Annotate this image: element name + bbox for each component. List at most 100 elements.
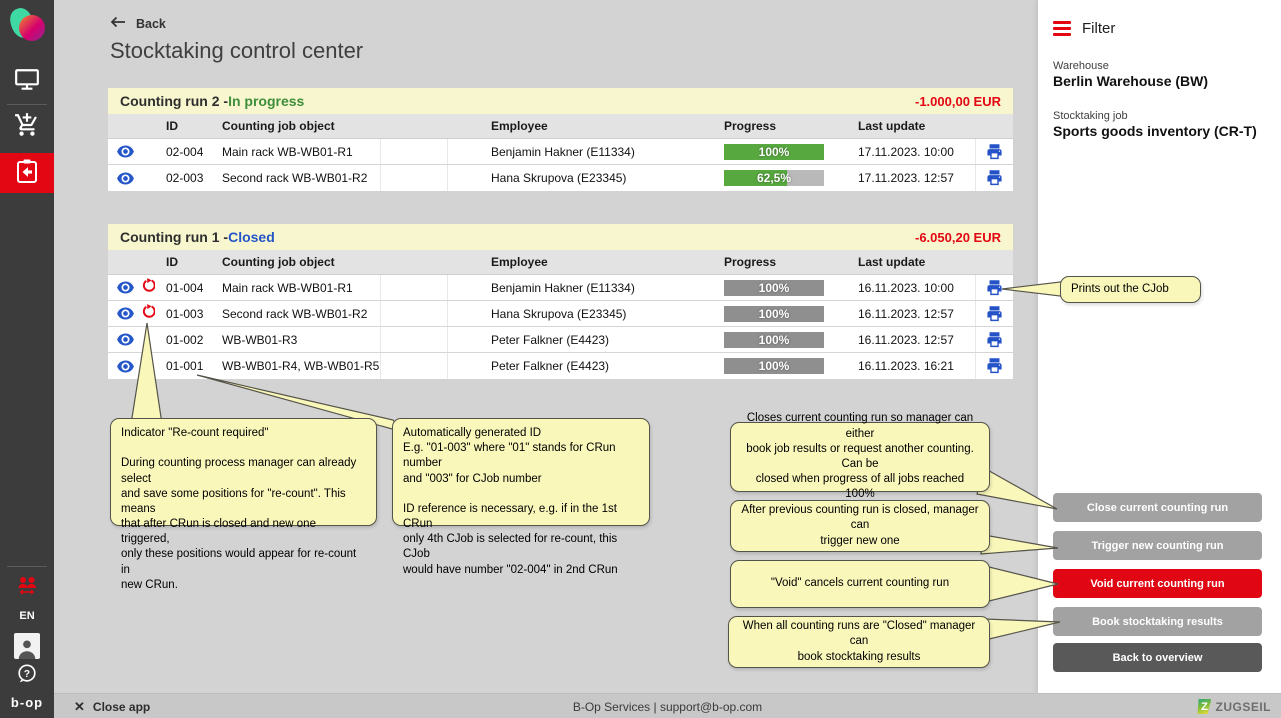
filter-title: Filter <box>1082 20 1116 37</box>
col-employee: Employee <box>491 255 548 269</box>
clipboard-back-icon <box>15 158 39 189</box>
back-to-overview-button[interactable]: Back to overview <box>1053 643 1262 672</box>
view-icon[interactable] <box>117 171 134 185</box>
view-icon[interactable] <box>117 333 134 346</box>
view-icon[interactable] <box>117 307 134 320</box>
back-arrow-icon <box>110 16 126 31</box>
left-sidebar: EN ? b-op <box>0 0 54 718</box>
close-icon: ✕ <box>74 698 85 714</box>
sidebar-item-users[interactable] <box>0 573 54 603</box>
run-1-column-headers: ID Counting job object Employee Progress… <box>108 250 1013 275</box>
cell-id: 01-002 <box>166 332 204 347</box>
run-2-column-headers: ID Counting job object Employee Progress… <box>108 114 1013 139</box>
cell-object: WB-WB01-R3 <box>216 327 381 352</box>
note-close-run: Closes current counting run so manager c… <box>730 412 990 500</box>
sidebar-item-help[interactable]: ? <box>0 663 54 689</box>
note-recount: Indicator "Re-count required" During cou… <box>110 418 377 591</box>
progress-bar: 100% <box>724 143 824 160</box>
note-print: Prints out the CJob <box>1060 276 1201 303</box>
sidebar-divider <box>7 104 47 105</box>
sidebar-item-monitor[interactable] <box>0 60 54 104</box>
app-logo[interactable] <box>0 0 54 54</box>
sidebar-item-stocktaking-active[interactable] <box>0 153 54 193</box>
col-id: ID <box>166 119 178 133</box>
logo-circle-shape <box>19 15 45 41</box>
trigger-counting-run-button[interactable]: Trigger new counting run <box>1053 531 1262 560</box>
sidebar-item-add-cart[interactable] <box>0 105 54 149</box>
progress-bar: 62,5% <box>724 170 824 186</box>
progress-bar: 100% <box>724 331 824 348</box>
language-switch[interactable]: EN <box>19 610 35 622</box>
cell-employee: Benjamin Hakner (E11334) <box>491 280 635 295</box>
filter-menu-button[interactable]: Filter <box>1053 20 1115 37</box>
footer-bar: ✕ Close app B-Op Services | support@b-op… <box>54 693 1281 718</box>
progress-bar: 100% <box>724 279 824 296</box>
print-icon[interactable] <box>986 331 1003 348</box>
cell-last-update: 17.11.2023. 10:00 <box>856 139 976 164</box>
zugseil-logo-icon: Z <box>1197 699 1212 714</box>
stocktaking-job-label: Stocktaking job <box>1053 110 1128 122</box>
note-auto-id: Automatically generated ID E.g. "01-003"… <box>392 418 650 576</box>
col-progress: Progress <box>724 255 777 269</box>
run-2-title: Counting run 2 - <box>120 93 229 109</box>
cell-object: Second rack WB-WB01-R2 <box>216 301 381 326</box>
hamburger-icon <box>1053 21 1071 36</box>
zugseil-logo-text: ZUGSEIL <box>1215 699 1271 714</box>
cell-id: 01-001 <box>166 359 204 373</box>
cell-object: Second rack WB-WB01-R2 <box>216 165 381 191</box>
close-counting-run-button[interactable]: Close current counting run <box>1053 493 1262 522</box>
cell-employee: Peter Falkner (E4423) <box>491 359 610 373</box>
cell-last-update: 16.11.2023. 12:57 <box>856 327 976 352</box>
sidebar-divider-bottom <box>7 566 47 567</box>
svg-text:?: ? <box>24 668 30 679</box>
print-icon[interactable] <box>986 358 1003 374</box>
run-2-amount: -1.000,00 EUR <box>915 93 1001 109</box>
close-app-button[interactable]: ✕ Close app <box>74 694 150 718</box>
counting-run-2-table: Counting run 2 - In progress -1.000,00 E… <box>108 88 1013 191</box>
warehouse-label: Warehouse <box>1053 60 1109 72</box>
run-1-title: Counting run 1 - <box>120 229 229 245</box>
book-results-button[interactable]: Book stocktaking results <box>1053 607 1262 636</box>
add-shopping-cart-icon <box>14 112 40 143</box>
avatar[interactable] <box>14 633 40 659</box>
back-label: Back <box>136 16 166 31</box>
col-last-update: Last update <box>858 255 926 269</box>
view-icon[interactable] <box>117 281 134 294</box>
print-icon[interactable] <box>986 170 1003 186</box>
table-row: 01-002 WB-WB01-R3 Peter Falkner (E4423) … <box>108 327 1013 353</box>
col-last-update: Last update <box>858 119 926 133</box>
monitor-icon <box>14 68 40 97</box>
cell-object: WB-WB01-R4, WB-WB01-R5 <box>216 353 381 379</box>
print-icon[interactable] <box>986 143 1003 160</box>
recount-required-icon <box>140 304 156 323</box>
cell-object: Main rack WB-WB01-R1 <box>216 139 381 164</box>
counting-run-1-table: Counting run 1 - Closed -6.050,20 EUR ID… <box>108 224 1013 379</box>
cell-id: 01-003 <box>166 306 204 321</box>
note-book-results: When all counting runs are "Closed" mana… <box>728 616 990 668</box>
table-row: 01-004 Main rack WB-WB01-R1 Benjamin Hak… <box>108 275 1013 301</box>
run-1-header: Counting run 1 - Closed -6.050,20 EUR <box>108 224 1013 250</box>
col-progress: Progress <box>724 119 777 133</box>
col-object: Counting job object <box>222 119 335 133</box>
print-icon[interactable] <box>986 279 1003 296</box>
view-icon[interactable] <box>117 359 134 373</box>
cell-last-update: 16.11.2023. 10:00 <box>856 275 976 300</box>
run-1-amount: -6.050,20 EUR <box>915 229 1001 245</box>
view-icon[interactable] <box>117 145 134 158</box>
run-2-header: Counting run 2 - In progress -1.000,00 E… <box>108 88 1013 114</box>
stocktaking-job-value: Sports goods inventory (CR-T) <box>1053 123 1257 139</box>
zugseil-brand: Z ZUGSEIL <box>1197 694 1271 718</box>
note-trigger-run: After previous counting run is closed, m… <box>730 500 990 552</box>
cell-last-update: 16.11.2023. 12:57 <box>856 301 976 326</box>
table-row: 02-003 Second rack WB-WB01-R2 Hana Skrup… <box>108 165 1013 191</box>
progress-bar: 100% <box>724 305 824 322</box>
col-object: Counting job object <box>222 255 335 269</box>
note-void-run: "Void" cancels current counting run <box>730 560 990 608</box>
cell-employee: Hana Skrupova (E23345) <box>491 171 627 185</box>
print-icon[interactable] <box>986 305 1003 322</box>
void-counting-run-button[interactable]: Void current counting run <box>1053 569 1262 598</box>
back-button[interactable]: Back <box>110 16 166 31</box>
table-row: 01-001 WB-WB01-R4, WB-WB01-R5 Peter Falk… <box>108 353 1013 379</box>
table-row: 01-003 Second rack WB-WB01-R2 Hana Skrup… <box>108 301 1013 327</box>
cell-id: 02-003 <box>166 171 204 185</box>
